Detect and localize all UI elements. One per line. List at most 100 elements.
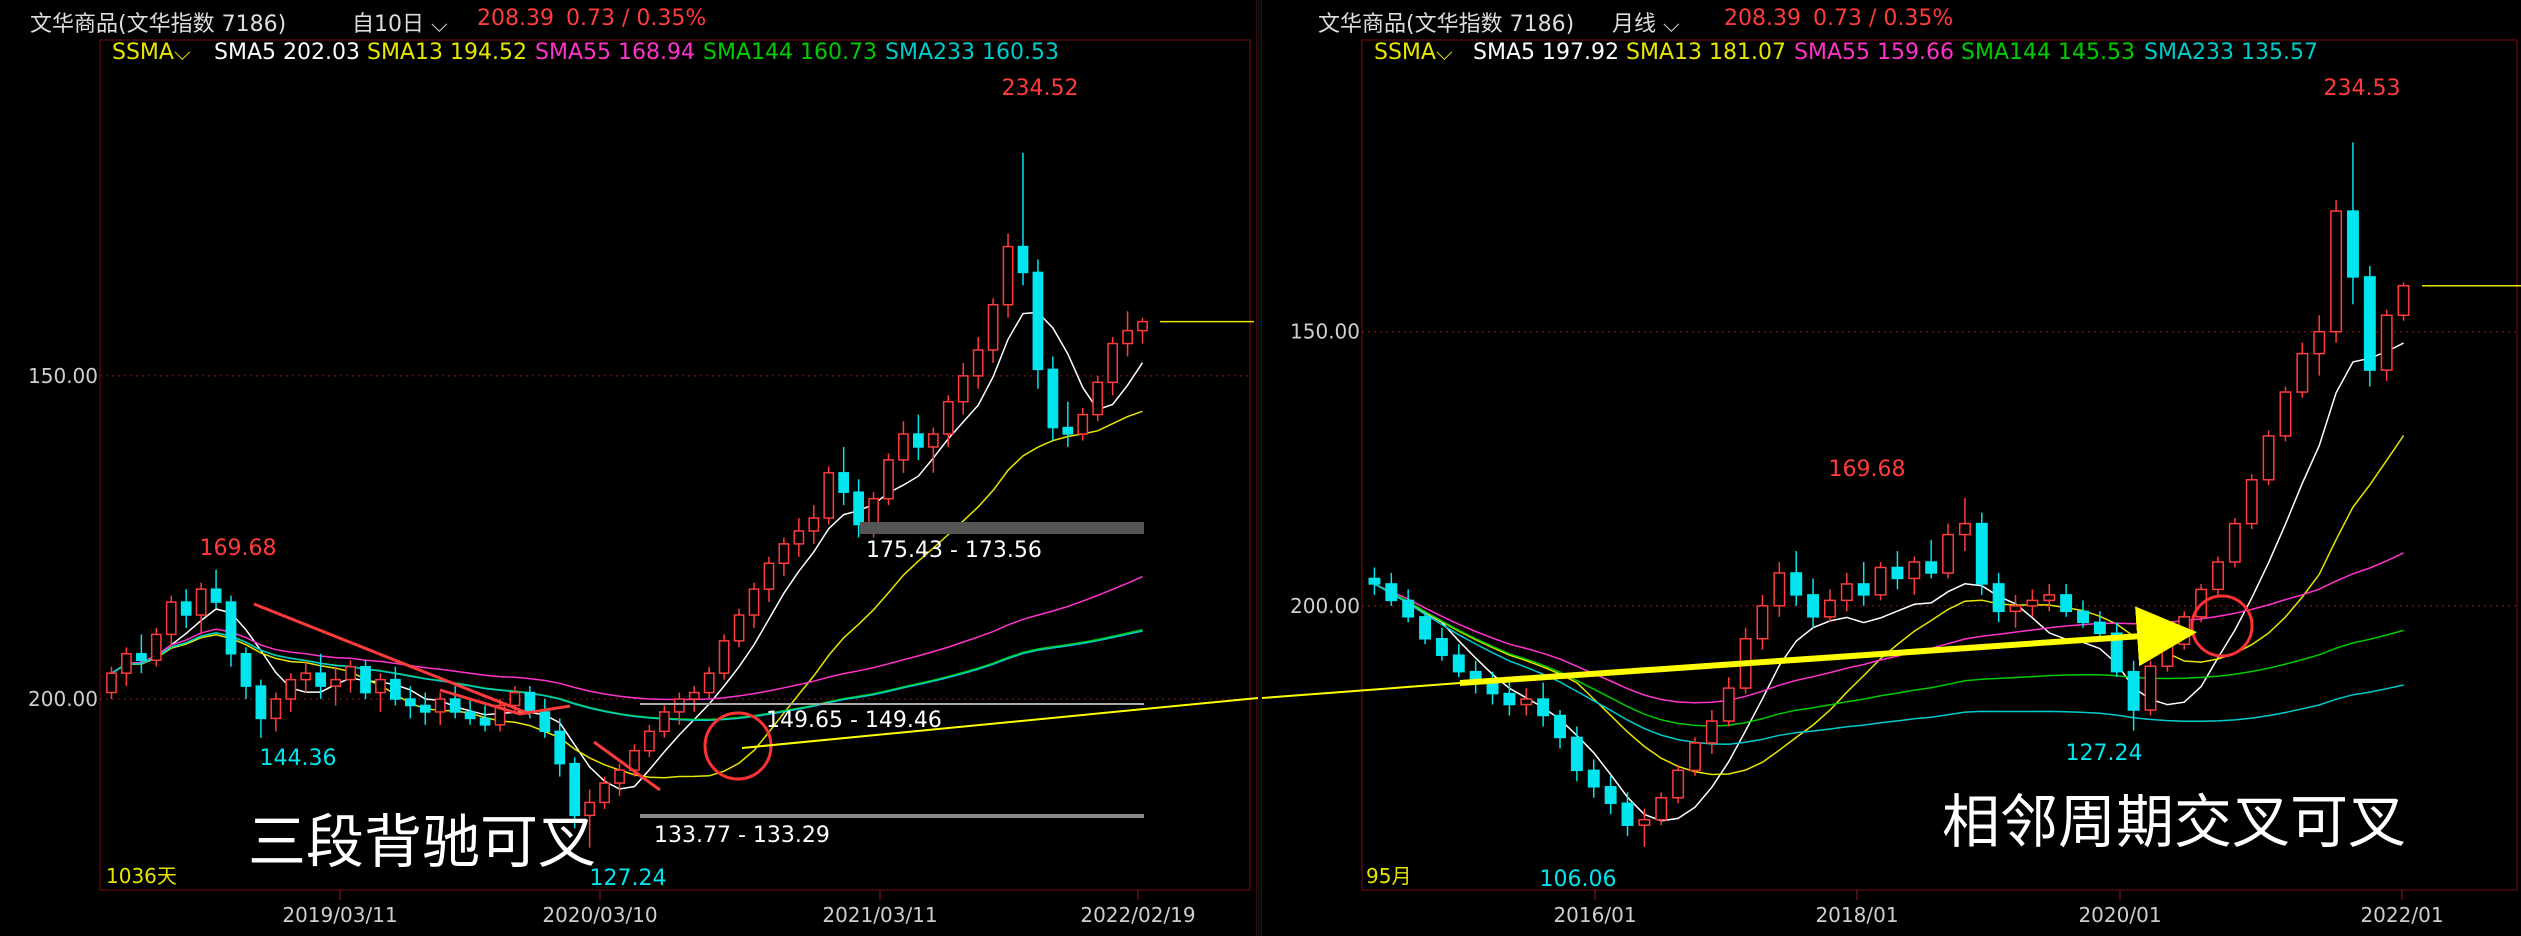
candle — [1092, 375, 1104, 422]
right-caption: 相邻周期交叉可叉 — [1942, 788, 2407, 856]
candle — [360, 660, 371, 700]
left-ma-legend: SSMA⌵ SMA5 202.03 SMA13 194.52 SMA55 168… — [0, 40, 1256, 70]
candle-body-down — [2363, 276, 2376, 371]
right-ma-type-select[interactable]: SSMA⌵ — [1374, 40, 1453, 66]
candle-body-up — [748, 588, 760, 616]
left-candlestick-chart[interactable]: 200.00 150.00 2019/03/11 2020/03/10 2021/03/… — [0, 0, 1256, 936]
candle-body-up — [121, 653, 132, 674]
candle-body-down — [1469, 670, 1482, 684]
right-header: 文华商品(文华指数 7186) 月线 ⌵ 208.39 0.73 / 0.35% — [1262, 0, 2521, 40]
candle-body-up — [718, 640, 730, 674]
candle — [644, 724, 655, 758]
candle — [404, 686, 416, 719]
candle — [494, 699, 506, 732]
left-ma-type-label: SSMA — [112, 40, 174, 65]
candle — [584, 789, 596, 848]
left-sma13-value: SMA13 194.52 — [367, 40, 527, 65]
candle — [1017, 152, 1029, 286]
candle — [2127, 660, 2140, 731]
candle-body-up — [150, 633, 162, 661]
candle-body-up — [1107, 342, 1119, 384]
candle — [658, 705, 670, 738]
candle — [748, 582, 760, 628]
candle — [808, 505, 820, 544]
candle-body-up — [793, 530, 805, 545]
candle-body-down — [1452, 654, 1465, 673]
candle-body-up — [1655, 797, 1668, 821]
candle-body-up — [942, 400, 954, 435]
candle — [957, 362, 969, 415]
candle-body-down — [913, 433, 924, 448]
left-ma-type-select[interactable]: SSMA⌵ — [112, 40, 191, 66]
left-header: 文华商品(文华指数 7186) 自10日 ⌵ 208.39 0.73 / 0.3… — [0, 0, 1256, 40]
candle-body-down — [1807, 594, 1820, 618]
candle-body-down — [1402, 599, 1415, 618]
candle-body-up — [2228, 522, 2241, 563]
candle-body-up — [106, 672, 117, 694]
candle — [778, 537, 790, 577]
candle — [1891, 551, 1904, 590]
right-symbol-name[interactable]: 文华商品(文华指数 7186) — [1318, 12, 1575, 37]
left-symbol-name[interactable]: 文华商品(文华指数 7186) — [30, 12, 287, 37]
candle — [1107, 337, 1119, 396]
candle-body-down — [479, 717, 491, 726]
right-sma13-value: SMA13 181.07 — [1626, 40, 1786, 65]
candle-body-up — [1722, 687, 1735, 722]
candle — [1823, 589, 1836, 623]
candle — [1047, 356, 1059, 441]
candle — [1520, 688, 1533, 716]
y-tick-label: 200.00 — [28, 687, 98, 711]
right-sma55-value: SMA55 159.66 — [1794, 40, 1954, 65]
candle-body-down — [1537, 698, 1550, 717]
candle-body-down — [1047, 368, 1059, 429]
candle-body-up — [1705, 720, 1718, 744]
candle — [1942, 523, 1955, 579]
panel-divider[interactable] — [1256, 0, 1262, 936]
candle-body-up — [2043, 594, 2056, 602]
right-period-select[interactable]: 月线 ⌵ — [1612, 6, 1680, 38]
candle — [1385, 572, 1398, 606]
candle-body-up — [165, 601, 177, 636]
candle-body-down — [1062, 426, 1074, 435]
candle-body-down — [554, 730, 566, 765]
candle-body-up — [1137, 320, 1148, 332]
x-tick-label: 2021/03/11 — [822, 903, 937, 927]
candle-body-down — [390, 678, 401, 700]
cross-circle — [703, 711, 773, 781]
candle — [2228, 518, 2241, 568]
candle — [1857, 562, 1870, 606]
candle — [1435, 627, 1448, 661]
left-period-select[interactable]: 自10日 ⌵ — [352, 6, 448, 38]
right-period-label: 月线 — [1612, 12, 1657, 37]
candle-body-up — [1840, 583, 1853, 602]
candle-body-down — [1621, 802, 1634, 826]
candle — [330, 666, 341, 706]
candle — [1419, 611, 1432, 645]
candle — [449, 686, 461, 719]
candle — [180, 589, 192, 628]
candle — [165, 595, 177, 648]
candle — [1958, 497, 1971, 552]
candle — [479, 705, 491, 732]
candle — [1722, 677, 1735, 727]
candle-body-up — [2144, 665, 2157, 711]
candle — [345, 660, 356, 693]
candle — [1469, 660, 1482, 694]
candle — [2110, 622, 2123, 678]
candle-body-down — [1032, 271, 1044, 371]
low-label-2: 127.24 — [590, 866, 667, 891]
candle-body-up — [2245, 479, 2258, 525]
candle — [121, 647, 132, 687]
candle-body-up — [688, 691, 700, 700]
candle-body-down — [569, 762, 581, 817]
candle-body-down — [1604, 786, 1617, 804]
candle — [1992, 572, 2005, 623]
candle — [883, 453, 894, 506]
candle-body-down — [1975, 522, 1988, 585]
chevron-down-icon: ⌵ — [1435, 40, 1453, 66]
candle — [1739, 627, 1752, 694]
candle-body-up — [434, 698, 446, 713]
right-ma-type-label: SSMA — [1374, 40, 1436, 65]
ma-line-sma233 — [111, 630, 1143, 721]
candle-body-up — [927, 433, 939, 448]
